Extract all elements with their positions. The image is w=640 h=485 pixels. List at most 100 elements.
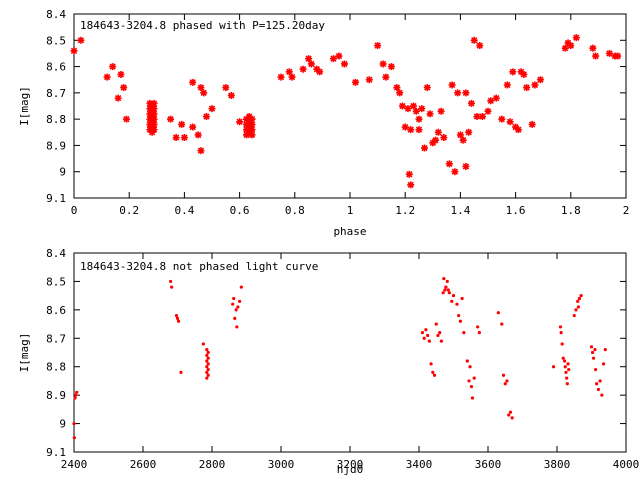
data-point: [434, 128, 442, 136]
data-point: [614, 52, 622, 60]
data-point: [477, 331, 481, 335]
data-point: [467, 99, 475, 107]
data-point: [572, 34, 580, 42]
data-point: [285, 68, 293, 76]
data-point: [407, 181, 415, 189]
data-point: [232, 296, 236, 301]
y-tick-label: 8.7: [46, 87, 66, 100]
x-tick-label: 2400: [61, 458, 88, 471]
data-point: [178, 120, 186, 128]
y-tick-label: 9: [59, 166, 66, 179]
data-point: [601, 362, 606, 366]
data-point: [460, 296, 464, 301]
y-tick-label: 8.5: [46, 275, 66, 288]
data-point: [459, 136, 467, 144]
data-point: [189, 123, 197, 131]
chart-title: 184643-3204.8 phased with P=125.20day: [80, 19, 325, 32]
data-point: [564, 370, 568, 374]
data-point: [561, 356, 565, 360]
data-point: [206, 367, 210, 372]
x-tick-label: 1.6: [506, 204, 526, 217]
data-point: [379, 60, 387, 68]
x-tick-label: 0: [71, 204, 78, 217]
data-point: [487, 97, 495, 105]
data-point: [473, 113, 481, 121]
data-point: [202, 113, 210, 121]
data-point: [426, 110, 434, 118]
data-point: [448, 81, 456, 89]
data-point: [603, 348, 607, 352]
data-point: [382, 73, 390, 81]
data-point: [462, 331, 466, 335]
data-point: [418, 105, 426, 113]
data-point: [440, 134, 448, 142]
y-tick-label: 8.9: [46, 139, 66, 152]
data-point: [560, 342, 564, 346]
x-tick-label: 1.4: [450, 204, 470, 217]
data-point: [329, 55, 337, 63]
data-point: [596, 387, 601, 392]
data-point: [589, 44, 597, 52]
data-points: [70, 34, 622, 189]
data-point: [563, 365, 567, 369]
data-point: [594, 367, 598, 372]
x-tick-label: 0.4: [174, 204, 194, 217]
data-point: [576, 305, 580, 309]
y-tick-label: 9.1: [46, 192, 66, 205]
data-point: [235, 325, 239, 329]
data-point: [248, 126, 256, 134]
y-tick-label: 8.5: [46, 34, 66, 47]
data-point: [179, 370, 183, 374]
data-point: [313, 65, 321, 73]
data-point: [423, 84, 431, 92]
data-point: [595, 382, 599, 386]
data-point: [206, 373, 210, 377]
x-tick-label: 2: [623, 204, 630, 217]
data-point: [404, 105, 412, 113]
data-point: [429, 362, 433, 366]
data-point: [422, 336, 426, 340]
x-tick-label: 4000: [613, 458, 640, 471]
data-point: [77, 36, 85, 44]
data-point: [208, 105, 216, 113]
data-point: [567, 367, 571, 372]
data-point: [445, 160, 453, 168]
data-point: [109, 63, 117, 71]
data-point: [117, 70, 125, 78]
data-point: [316, 68, 324, 76]
y-tick-label: 8.7: [46, 332, 66, 345]
data-point: [172, 134, 180, 142]
data-point: [512, 123, 520, 131]
data-point: [558, 325, 563, 329]
data-point: [507, 413, 511, 417]
data-point: [593, 348, 597, 352]
data-point: [514, 126, 522, 134]
data-point: [103, 73, 111, 81]
x-tick-label: 2600: [130, 458, 157, 471]
data-point: [476, 325, 480, 329]
data-point: [421, 144, 429, 152]
data-point: [335, 52, 343, 60]
data-point: [442, 276, 446, 281]
data-point: [427, 339, 431, 343]
data-point: [600, 393, 604, 397]
data-point: [409, 102, 417, 110]
y-tick-label: 8.4: [46, 8, 66, 21]
data-point: [231, 302, 235, 306]
data-point: [432, 136, 440, 144]
data-point: [243, 126, 250, 134]
x-tick-label: 3800: [544, 458, 571, 471]
data-point: [443, 288, 447, 292]
data-point: [401, 123, 409, 131]
data-point: [456, 131, 464, 139]
data-point: [365, 76, 373, 84]
data-point: [393, 84, 401, 92]
data-point: [176, 319, 181, 323]
data-point: [590, 350, 595, 355]
data-point: [426, 333, 430, 338]
data-point: [561, 44, 569, 52]
data-point: [150, 120, 158, 128]
data-point: [233, 316, 237, 320]
data-point: [194, 131, 202, 139]
